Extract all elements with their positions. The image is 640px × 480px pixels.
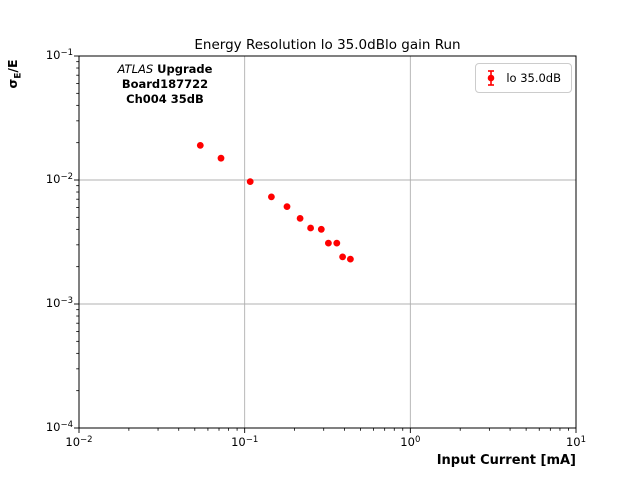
y-axis-label: σE/E xyxy=(4,59,24,89)
data-point xyxy=(217,154,225,162)
axes-frame xyxy=(78,55,577,429)
data-point xyxy=(347,255,354,263)
errorbar-marker-icon xyxy=(488,70,495,86)
x-tick-label: 10−2 xyxy=(65,434,93,449)
data-point xyxy=(196,142,204,149)
data-point xyxy=(268,193,275,201)
data-point xyxy=(317,225,325,233)
data-point xyxy=(339,253,346,261)
x-tick-label: 101 xyxy=(565,434,587,449)
data-point xyxy=(333,239,341,247)
annotation-line-2: Board187722 xyxy=(121,77,209,91)
data-point xyxy=(307,224,314,232)
annotation-line-1: ATLAS Upgrade xyxy=(117,62,213,76)
x-axis-label: Input Current [mA] xyxy=(436,453,576,468)
data-point xyxy=(296,215,304,222)
data-point xyxy=(246,178,254,186)
data-point xyxy=(325,239,332,247)
annotation-block: ATLAS Upgrade Board187722 Ch004 35dB xyxy=(95,62,235,107)
x-tick-label: 100 xyxy=(400,434,421,449)
chart-title: Energy Resolution lo 35.0dBlo gain Run xyxy=(194,37,461,53)
y-tick-label: 10−2 xyxy=(45,171,73,186)
annotation-line-3: Ch004 35dB xyxy=(126,92,204,106)
legend-label: lo 35.0dB xyxy=(506,71,561,85)
y-tick-label: 10−3 xyxy=(45,295,73,310)
data-point xyxy=(283,203,291,211)
x-tick-label: 10−1 xyxy=(231,434,259,449)
y-tick-label: 10−4 xyxy=(45,419,73,434)
y-tick-label: 10−1 xyxy=(45,47,73,62)
legend-box: lo 35.0dB xyxy=(475,63,572,93)
